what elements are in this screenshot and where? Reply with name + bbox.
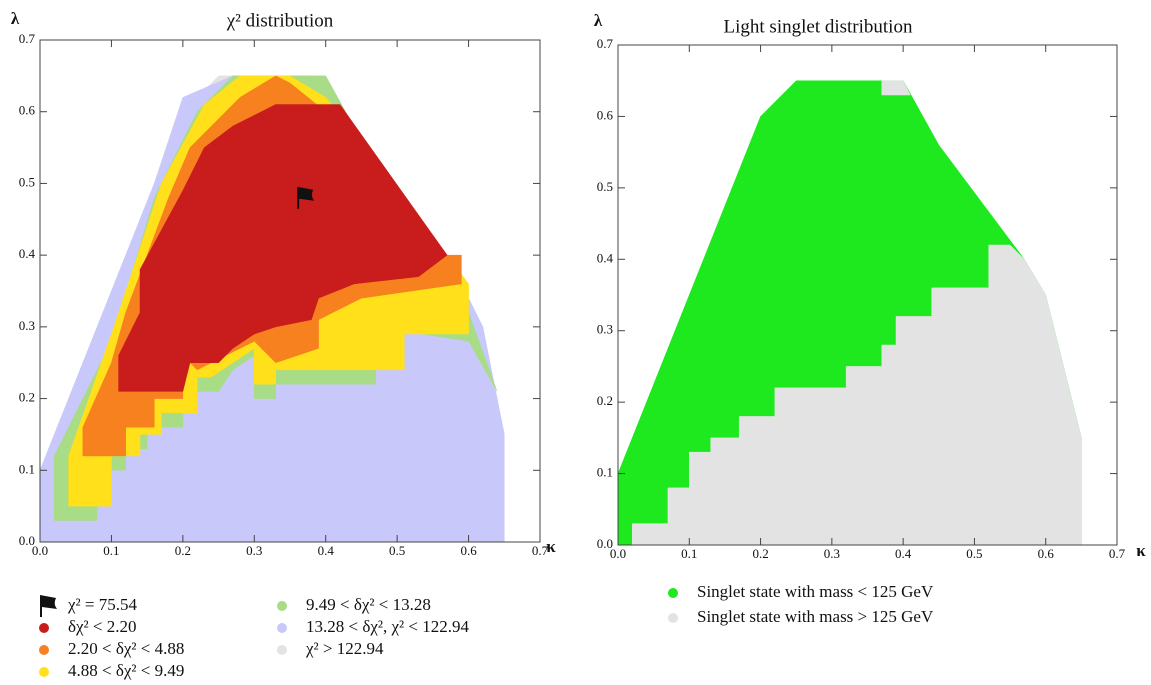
y-tick-label: 0.1 [19, 461, 35, 476]
y-axis-label: λ [594, 11, 603, 30]
x-tick-label: 0.5 [389, 543, 405, 558]
x-tick-label: 0.4 [895, 546, 912, 561]
legend-label: Singlet state with mass < 125 GeV [697, 582, 934, 601]
x-tick-label: 0.2 [175, 543, 191, 558]
y-tick-label: 0.1 [597, 465, 613, 480]
plot-frame [39, 39, 541, 543]
y-tick-label: 0.5 [597, 179, 613, 194]
y-tick-label: 0.2 [19, 390, 35, 405]
x-tick-label: 0.5 [966, 546, 982, 561]
legend-label: 9.49 < δχ² < 13.28 [306, 595, 431, 614]
legend-label: 2.20 < δχ² < 4.88 [68, 639, 184, 658]
x-tick-label: 0.3 [246, 543, 262, 558]
region [118, 104, 448, 392]
legend-label: χ² = 75.54 [67, 595, 137, 614]
x-axis-label: κ [546, 537, 556, 556]
y-tick-label: 0.2 [597, 393, 613, 408]
legend-swatch [39, 667, 49, 677]
x-tick-label: 0.6 [1038, 546, 1055, 561]
legend-label: 13.28 < δχ², χ² < 122.94 [306, 617, 469, 636]
y-tick-label: 0.4 [19, 246, 36, 261]
legend-swatch [277, 645, 287, 655]
legend-label: χ² > 122.94 [305, 639, 384, 658]
x-tick-label: 0.4 [318, 543, 335, 558]
legend-flag [40, 595, 57, 617]
y-tick-label: 0.4 [597, 250, 614, 265]
legend-label: δχ² < 2.20 [68, 617, 137, 636]
legend-swatch [277, 601, 287, 611]
x-tick-label: 0.2 [752, 546, 768, 561]
legend-label: 4.88 < δχ² < 9.49 [68, 661, 184, 680]
chart-title: Light singlet distribution [724, 16, 913, 37]
x-tick-label: 0.0 [610, 546, 626, 561]
y-tick-label: 0.5 [19, 174, 35, 189]
y-tick-label: 0.3 [19, 318, 35, 333]
legend-swatch [39, 645, 49, 655]
y-tick-label: 0.0 [597, 536, 613, 551]
x-tick-label: 0.7 [532, 543, 549, 558]
y-tick-label: 0.7 [19, 31, 36, 46]
x-axis-label: κ [1136, 541, 1146, 560]
plot-frame [617, 44, 1118, 546]
best-fit-flag [297, 186, 315, 209]
y-tick-label: 0.6 [19, 103, 36, 118]
x-tick-label: 0.1 [681, 546, 697, 561]
x-tick-label: 0.0 [32, 543, 48, 558]
legend-label: Singlet state with mass > 125 GeV [697, 607, 934, 626]
x-tick-label: 0.6 [460, 543, 477, 558]
x-tick-label: 0.1 [103, 543, 119, 558]
legend-swatch [277, 623, 287, 633]
y-tick-label: 0.0 [19, 533, 35, 548]
y-tick-label: 0.3 [597, 322, 613, 337]
legend-swatch [668, 613, 678, 623]
y-tick-label: 0.6 [597, 107, 614, 122]
legend-swatch [39, 623, 49, 633]
chart-title: χ² distribution [226, 10, 334, 31]
legend-swatch [668, 588, 678, 598]
region [632, 80, 1082, 546]
y-axis-label: λ [11, 9, 20, 28]
y-tick-label: 0.7 [597, 36, 614, 51]
x-tick-label: 0.3 [824, 546, 840, 561]
x-tick-label: 0.7 [1109, 546, 1126, 561]
